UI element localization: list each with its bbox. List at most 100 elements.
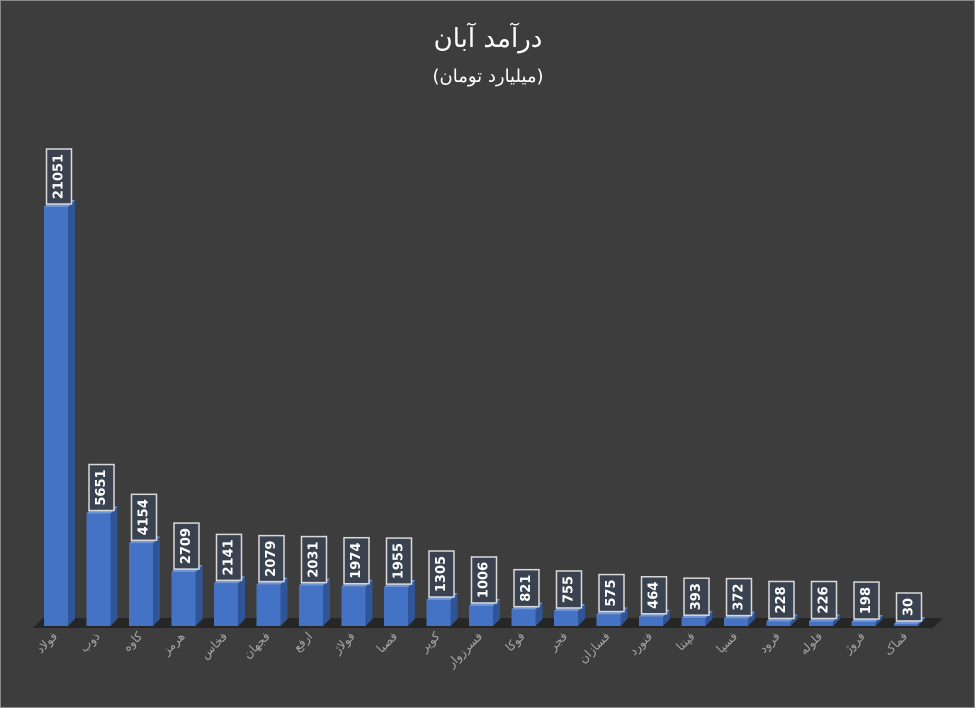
data-label-box — [555, 570, 583, 609]
data-label-box — [640, 576, 668, 615]
data-label-box — [215, 533, 243, 582]
bar-front — [214, 583, 238, 626]
bar-side — [280, 577, 288, 626]
data-label-16: 393 — [683, 577, 710, 616]
data-label-7: 2031 — [300, 535, 328, 584]
data-label-box — [895, 592, 923, 622]
bar-side — [705, 611, 713, 626]
bar-front — [894, 624, 918, 626]
bar-7 — [299, 578, 330, 626]
bar-4 — [171, 565, 203, 626]
bar-side — [68, 200, 75, 626]
category-label-15: فنورد — [626, 629, 655, 658]
bar-side — [408, 580, 415, 626]
bar-side — [535, 602, 543, 626]
data-label-4: 2709 — [173, 522, 200, 570]
data-label-value: 372 — [732, 584, 747, 611]
data-label-17: 372 — [725, 577, 753, 617]
data-label-box — [513, 568, 540, 608]
data-label-value: 2709 — [179, 528, 194, 564]
data-label-box — [130, 493, 158, 542]
chart-subtitle: (میلیارد تومان) — [432, 66, 543, 87]
category-label-16: فپنتا — [673, 629, 697, 653]
bar-front — [596, 614, 621, 626]
bar-front — [554, 610, 578, 626]
data-label-1: 21051 — [45, 148, 73, 205]
bar-side — [110, 506, 118, 626]
data-label-box — [343, 536, 370, 585]
data-labels-layer: 21051 5651 4154 2709 2141 2079 2031 1974 1955 130… — [45, 148, 923, 622]
bar-front — [129, 543, 153, 626]
data-label-box — [173, 522, 200, 570]
data-label-10: 1305 — [428, 550, 455, 598]
category-label-9: فصبا — [374, 629, 400, 655]
data-label-21: 30 — [895, 592, 923, 622]
category-label-14: فسازان — [576, 629, 614, 667]
data-label-box — [683, 577, 710, 616]
bar-front — [681, 618, 706, 626]
bar-side — [620, 607, 628, 626]
bar-front — [766, 621, 791, 626]
data-label-8: 1974 — [343, 536, 370, 585]
bar-1 — [44, 200, 75, 626]
data-label-15: 464 — [640, 576, 668, 615]
bar-side — [578, 603, 585, 626]
category-label-6: فجهان — [240, 629, 272, 661]
category-label-19: فلوله — [797, 629, 826, 658]
data-label-box — [725, 577, 753, 617]
bar-3 — [129, 536, 160, 626]
bar-side — [790, 614, 798, 626]
bar-side — [153, 536, 160, 626]
category-label-5: فخاس — [198, 629, 231, 662]
data-label-box — [810, 580, 838, 620]
category-label-12: فوکا — [503, 629, 529, 655]
bar-side — [450, 593, 458, 626]
category-label-21: فماک — [881, 629, 910, 658]
data-label-box — [300, 535, 328, 584]
bar-front — [341, 586, 366, 626]
bar-8 — [341, 579, 373, 626]
data-label-box — [768, 580, 795, 620]
category-ticks-layer: فولاد ذوب کاوه هرمز فخاس فجهان ارفع فولاژ فصبا کو… — [33, 629, 910, 671]
bar-front — [851, 622, 876, 626]
category-label-8: فولاژ — [330, 629, 359, 658]
data-label-9: 1955 — [385, 537, 413, 585]
data-label-box — [385, 537, 413, 585]
data-label-19: 226 — [810, 580, 838, 620]
bar-front — [384, 587, 408, 626]
data-label-value: 30 — [902, 598, 917, 616]
category-label-4: هرمز — [159, 629, 189, 659]
data-label-value: 821 — [519, 575, 534, 602]
data-label-value: 21051 — [52, 154, 67, 199]
data-label-value: 393 — [689, 583, 704, 610]
bar-2 — [86, 506, 118, 626]
bar-front — [171, 572, 196, 626]
data-label-14: 575 — [598, 573, 625, 613]
data-label-value: 228 — [774, 586, 789, 613]
category-label-7: ارفع — [290, 629, 316, 655]
bar-side — [748, 611, 755, 626]
data-label-11: 1006 — [470, 556, 498, 604]
data-label-box — [470, 556, 498, 604]
data-label-value: 575 — [604, 579, 619, 606]
bar-front — [469, 605, 493, 626]
bar-5 — [214, 576, 245, 626]
data-label-value: 2141 — [222, 539, 237, 575]
category-label-10: کویر — [417, 629, 444, 656]
bar-front — [639, 616, 663, 626]
data-label-18: 228 — [768, 580, 795, 620]
data-label-2: 5651 — [88, 463, 115, 512]
bar-front — [44, 207, 68, 626]
bar-side — [195, 565, 203, 626]
bar-6 — [256, 577, 288, 626]
bar-side — [663, 609, 670, 626]
data-label-box — [428, 550, 455, 598]
bar-front — [299, 585, 323, 626]
data-label-value: 198 — [859, 587, 874, 614]
data-label-box — [45, 148, 73, 205]
data-label-20: 198 — [853, 581, 880, 620]
data-label-value: 4154 — [137, 499, 152, 535]
bar-front — [724, 618, 748, 626]
